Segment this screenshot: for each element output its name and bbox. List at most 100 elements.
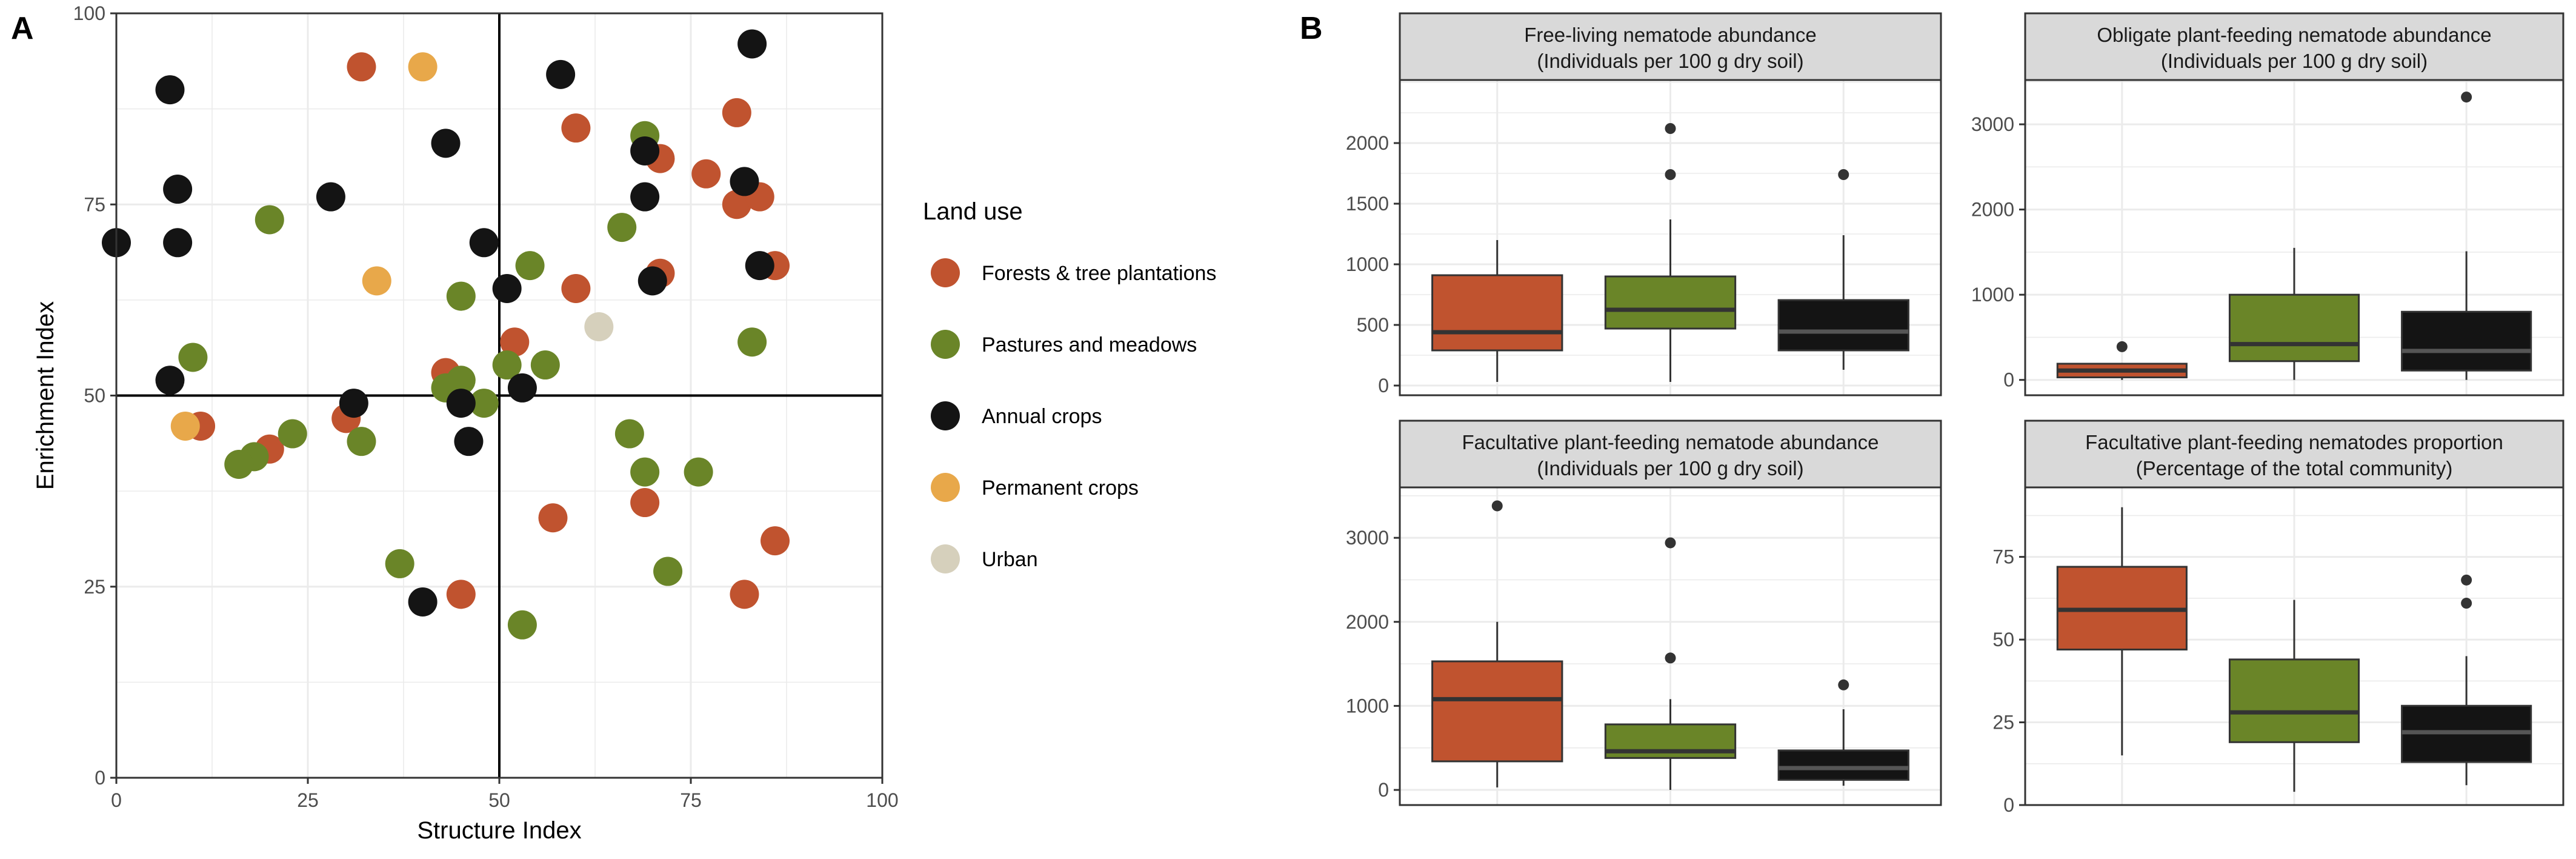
- outlier-point: [1665, 652, 1676, 664]
- data-point: [500, 327, 530, 357]
- box-iqr: [2228, 293, 2360, 363]
- y-tick-label: 0: [95, 767, 105, 789]
- y-tick-label: 500: [1357, 314, 1389, 336]
- data-point: [691, 159, 721, 189]
- box-pastures-and-meadows: [1604, 537, 1737, 790]
- data-point: [538, 503, 568, 533]
- data-point: [362, 266, 391, 296]
- data-point: [530, 350, 560, 380]
- x-tick-label: 75: [680, 789, 702, 811]
- panel-label-b: B: [1300, 11, 1323, 46]
- x-tick-label: 25: [297, 789, 319, 811]
- facet-border: [1399, 79, 1942, 396]
- box-iqr: [1777, 749, 1909, 781]
- y-tick-label: 2000: [1971, 199, 2014, 221]
- data-point: [347, 52, 376, 82]
- x-axis-title: Structure Index: [417, 817, 581, 844]
- data-point: [431, 129, 461, 158]
- facet-title: Obligate plant-feeding nematode abundanc…: [2097, 24, 2491, 46]
- data-point: [737, 29, 767, 59]
- series-urban: [584, 312, 614, 342]
- box-annual-crops: [2401, 574, 2532, 786]
- facet-subtitle: (Individuals per 100 g dry soil): [2161, 50, 2428, 72]
- box-annual-crops: [1777, 679, 1909, 786]
- data-point: [722, 98, 751, 127]
- outlier-point: [1838, 169, 1849, 180]
- box-forests-tree-plantations: [1431, 240, 1563, 382]
- legend-label: Annual crops: [982, 405, 1102, 428]
- boxplot-panel: B Free-living nematode abundance (Individu…: [1300, 11, 2564, 816]
- outlier-point: [1665, 123, 1676, 134]
- outlier-point: [1491, 500, 1503, 512]
- x-tick-label: 100: [866, 789, 898, 811]
- facet-title: Facultative plant-feeding nematode abund…: [1462, 431, 1879, 453]
- data-point: [316, 182, 345, 212]
- box-iqr: [1431, 274, 1563, 352]
- data-point: [630, 488, 660, 518]
- facet-border: [2024, 79, 2564, 396]
- y-tick-label: 3000: [1971, 113, 2014, 135]
- y-tick-label: 50: [84, 385, 105, 407]
- y-tick-label: 0: [1378, 375, 1389, 396]
- data-point: [224, 449, 254, 479]
- data-point: [385, 549, 414, 578]
- data-point: [515, 251, 545, 281]
- data-point: [255, 205, 284, 235]
- data-point: [507, 373, 537, 403]
- x-tick-label: 0: [111, 789, 122, 811]
- data-point: [446, 580, 476, 609]
- data-point: [347, 427, 376, 456]
- series-permanent-crops: [170, 52, 438, 441]
- data-point: [653, 557, 683, 586]
- data-point: [730, 580, 759, 609]
- data-point: [614, 419, 644, 449]
- box-forests-tree-plantations: [2056, 507, 2188, 756]
- y-tick-label: 1000: [1971, 284, 2014, 306]
- facet-title: Facultative plant-feeding nematodes prop…: [2085, 431, 2503, 453]
- data-point: [584, 312, 614, 342]
- data-point: [730, 167, 759, 196]
- data-point: [408, 587, 438, 617]
- y-tick-label: 3000: [1346, 527, 1389, 549]
- data-point: [760, 526, 790, 556]
- y-tick-label: 75: [1992, 546, 2014, 568]
- y-tick-label: 1000: [1346, 695, 1389, 717]
- data-point: [155, 366, 185, 395]
- data-point: [170, 411, 200, 441]
- x-tick-label: 50: [488, 789, 510, 811]
- outlier-point: [1665, 537, 1676, 549]
- data-point: [630, 457, 660, 487]
- box-iqr: [2228, 658, 2360, 743]
- data-point: [561, 113, 591, 143]
- box-annual-crops: [1777, 169, 1909, 370]
- y-tick-label: 25: [84, 576, 105, 598]
- data-point: [546, 59, 576, 89]
- data-point: [339, 389, 368, 418]
- y-tick-label: 50: [1992, 629, 2014, 650]
- y-tick-label: 2000: [1346, 132, 1389, 154]
- legend-key: [931, 544, 960, 573]
- legend-key: [931, 258, 960, 287]
- legend: Land use Forests & tree plantations Pastur…: [923, 198, 1216, 573]
- data-point: [469, 228, 499, 258]
- data-point: [492, 350, 522, 380]
- panel-label-a: A: [11, 11, 34, 46]
- data-point: [722, 190, 751, 219]
- facet-title: Free-living nematode abundance: [1524, 24, 1816, 46]
- y-tick-label: 75: [84, 193, 105, 215]
- facet-4: Facultative plant-feeding nematodes prop…: [1992, 419, 2564, 816]
- y-tick-label: 1000: [1346, 253, 1389, 275]
- data-point: [745, 251, 774, 281]
- box-pastures-and-meadows: [2228, 600, 2360, 792]
- data-point: [454, 427, 484, 456]
- outlier-point: [2116, 341, 2128, 352]
- legend-key: [931, 473, 960, 502]
- y-tick-label: 0: [2003, 369, 2014, 391]
- outlier-point: [2461, 598, 2472, 609]
- y-tick-label: 2000: [1346, 611, 1389, 633]
- data-point: [561, 273, 591, 303]
- facet-1: Free-living nematode abundance (Individua…: [1346, 12, 1942, 396]
- data-point: [446, 281, 476, 311]
- box-pastures-and-meadows: [1604, 123, 1737, 382]
